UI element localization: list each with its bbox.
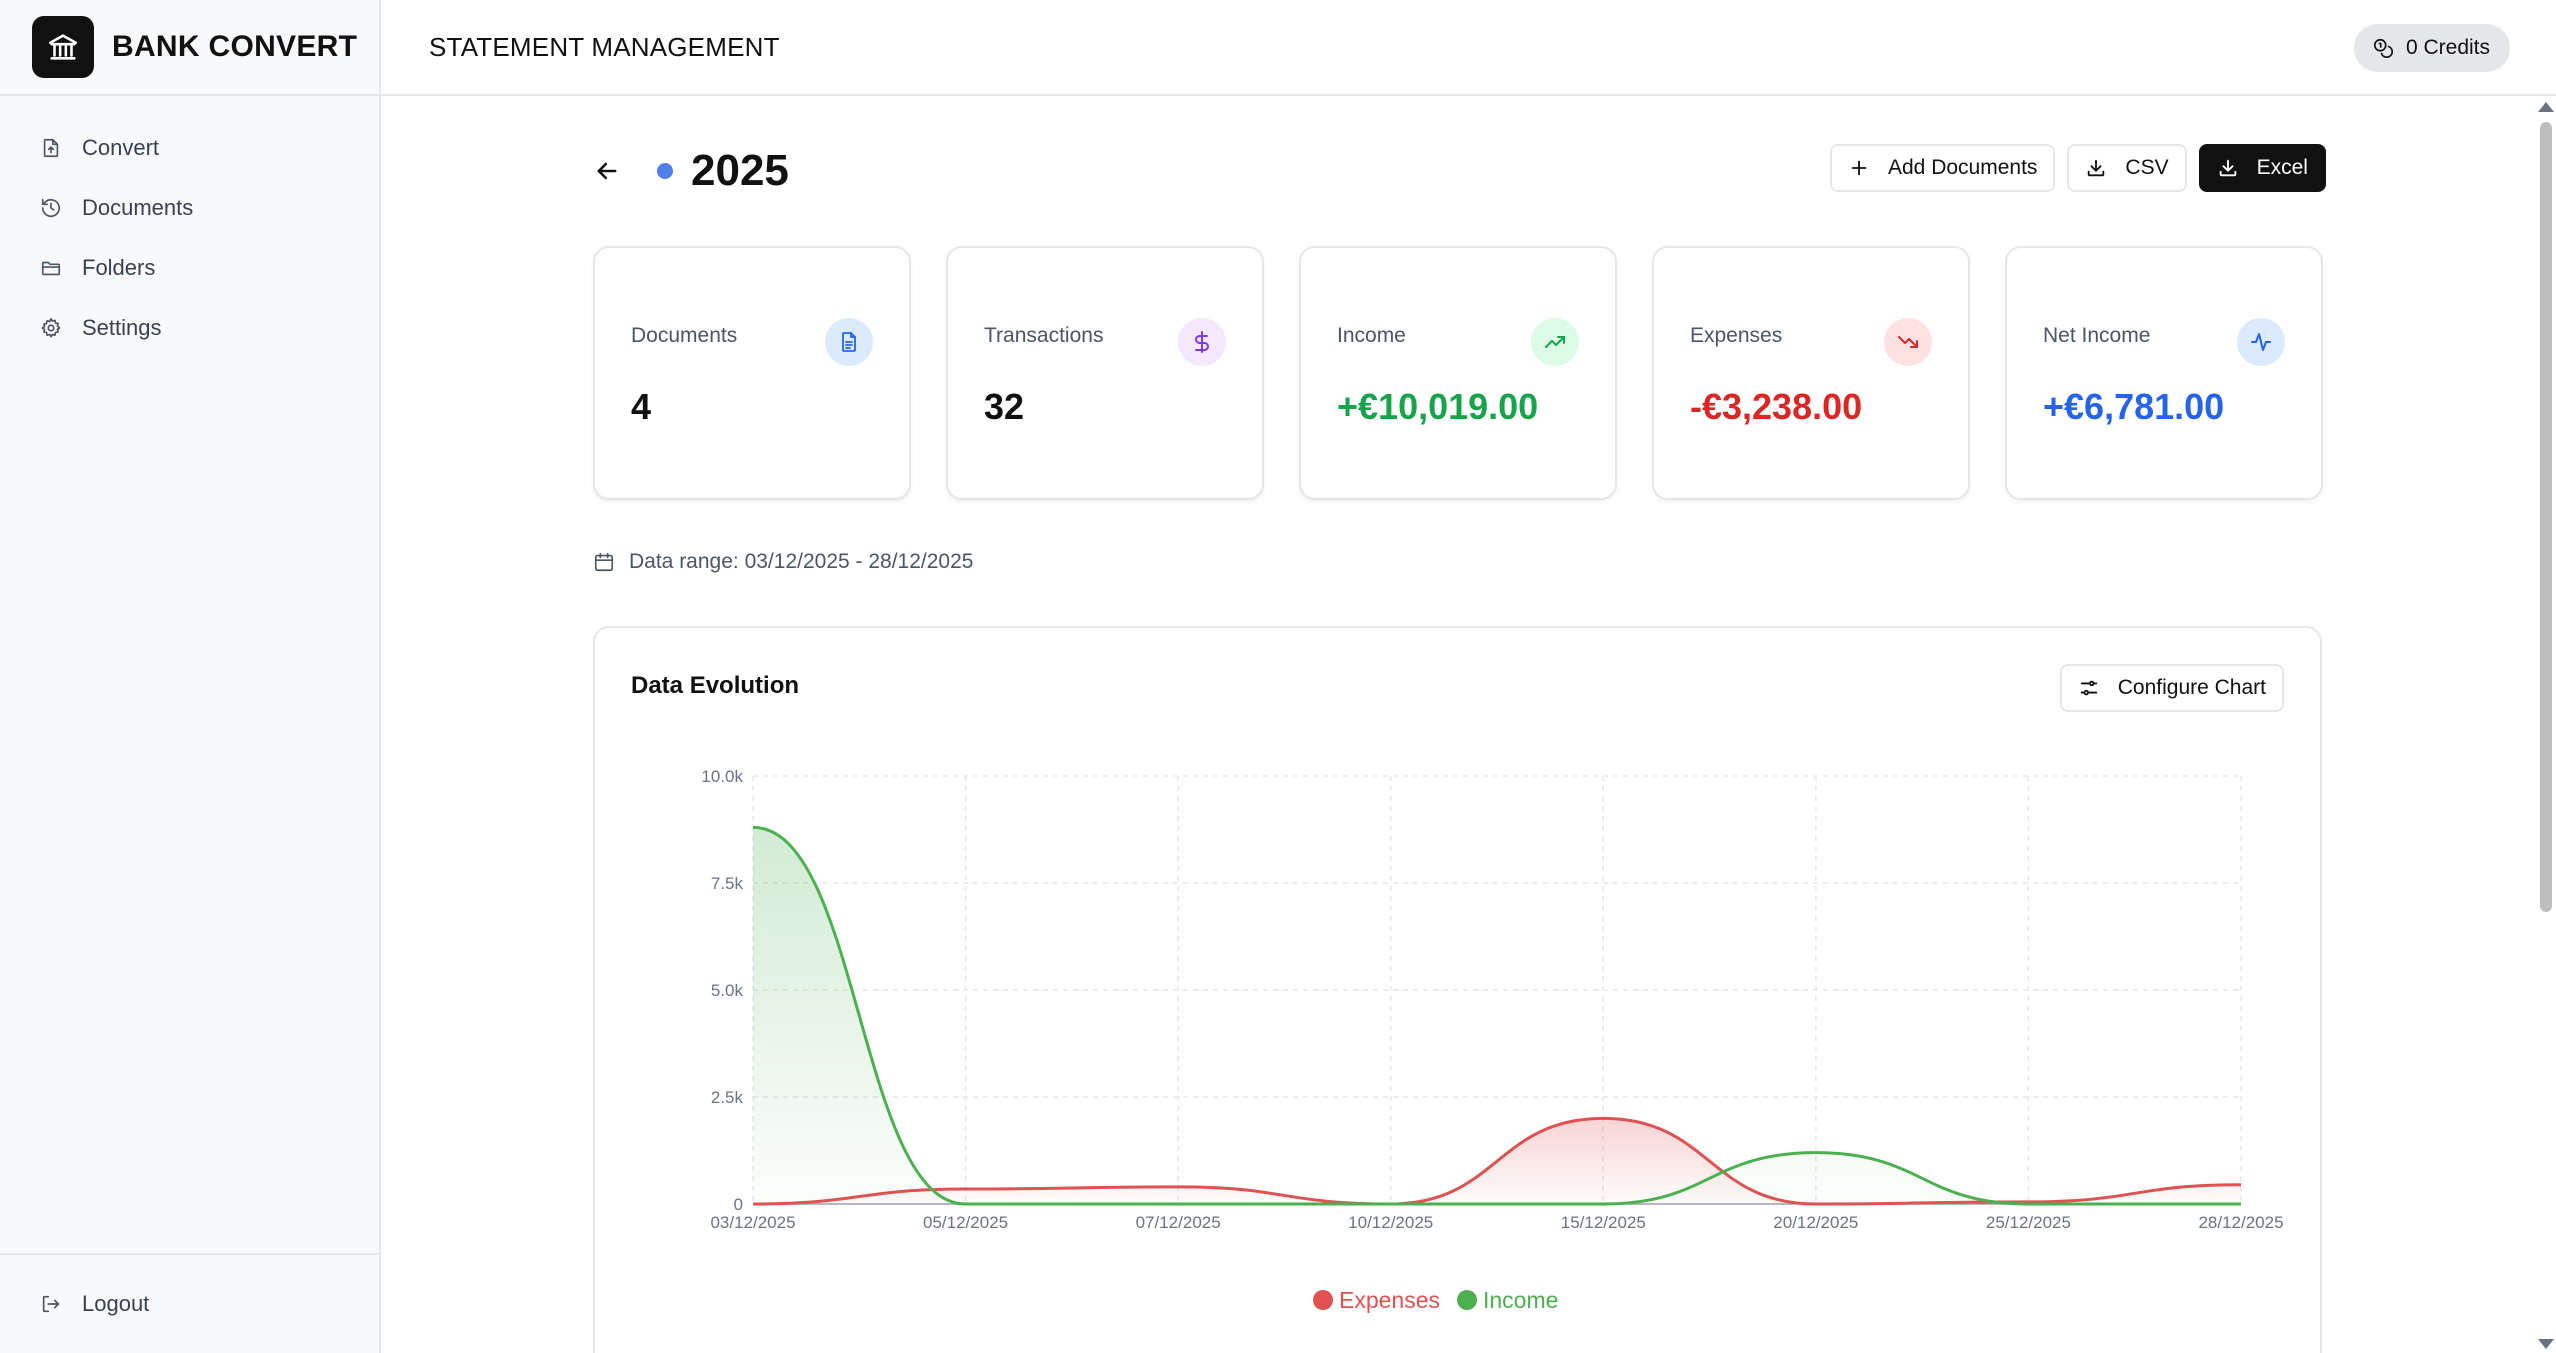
top-header: STATEMENT MANAGEMENT 0 Credits (381, 0, 2556, 96)
sidebar-nav: Convert Documents Folders Settings (0, 96, 379, 358)
document-icon (825, 318, 873, 366)
x-tick-label: 25/12/2025 (1986, 1213, 2071, 1232)
plus-icon (1851, 160, 1867, 176)
scroll-up-arrow-icon[interactable] (2538, 102, 2554, 112)
configure-chart-label: Configure Chart (2117, 676, 2266, 699)
x-tick-label: 28/12/2025 (2198, 1213, 2283, 1232)
legend-label-income: Income (1483, 1287, 1558, 1313)
stat-value: +€6,781.00 (2043, 386, 2225, 427)
legend-marker-expenses (1313, 1290, 1333, 1310)
csv-export-button[interactable]: CSV (2067, 144, 2187, 192)
sidebar-item-folders[interactable]: Folders (0, 238, 379, 298)
sliders-icon (2080, 680, 2097, 696)
add-documents-button[interactable]: Add Documents (1830, 144, 2056, 192)
sidebar-item-convert[interactable]: Convert (0, 118, 379, 178)
stat-label: Documents (631, 324, 738, 347)
series-area-income (753, 827, 2241, 1204)
stat-card-net-income: Net Income +€6,781.00 (2005, 246, 2323, 500)
stat-label: Transactions (984, 324, 1104, 347)
back-arrow-icon[interactable] (593, 157, 621, 185)
x-tick-label: 07/12/2025 (1136, 1213, 1221, 1232)
x-tick-label: 10/12/2025 (1348, 1213, 1433, 1232)
brand[interactable]: BANK CONVERT (0, 0, 379, 96)
stat-label: Net Income (2043, 324, 2151, 347)
stat-label: Expenses (1690, 324, 1783, 347)
scroll-down-arrow-icon[interactable] (2538, 1339, 2554, 1349)
sidebar-item-documents[interactable]: Documents (0, 178, 379, 238)
coins-icon (2373, 38, 2393, 58)
stat-value: +€10,019.00 (1337, 386, 1539, 427)
x-tick-label: 20/12/2025 (1773, 1213, 1858, 1232)
stat-value: 4 (631, 386, 652, 427)
data-range-text: Data range: 03/12/2025 - 28/12/2025 (629, 550, 974, 573)
excel-export-button[interactable]: Excel (2198, 144, 2326, 192)
data-range: Data range: 03/12/2025 - 28/12/2025 (593, 550, 973, 574)
y-tick-label: 7.5k (711, 874, 744, 893)
stat-card-expenses: Expenses -€3,238.00 (1652, 246, 1970, 500)
configure-chart-button[interactable]: Configure Chart (2059, 664, 2284, 712)
sidebar-item-label: Folders (82, 255, 156, 280)
logout-icon (42, 1295, 60, 1313)
trending-down-icon (1884, 318, 1932, 366)
dollar-icon (1178, 318, 1226, 366)
brand-name: BANK CONVERT (112, 30, 358, 63)
activity-icon (2237, 318, 2285, 366)
stat-value: 32 (984, 386, 1025, 427)
trending-up-icon (1531, 318, 1579, 366)
file-upload-icon (43, 138, 59, 158)
credits-badge[interactable]: 0 Credits (2353, 24, 2510, 72)
download-icon (2219, 159, 2236, 177)
stat-card-income: Income +€10,019.00 (1299, 246, 1617, 500)
sidebar-item-settings[interactable]: Settings (0, 298, 379, 358)
series-line-income (752, 825, 2241, 1206)
stat-cards: Documents 4 Transactions 32 Income +€10,… (593, 246, 2323, 500)
scroll-thumb[interactable] (2540, 122, 2552, 912)
x-tick-label: 05/12/2025 (923, 1213, 1008, 1232)
excel-label: Excel (2256, 156, 2308, 179)
folder-icon (41, 261, 61, 276)
calendar-icon (594, 552, 614, 572)
stat-card-documents: Documents 4 (593, 246, 911, 500)
main-content: 2025 Add Documents CSV Excel Documents 4… (381, 96, 2534, 1353)
download-icon (2088, 159, 2105, 177)
main-scrollbar[interactable] (2534, 96, 2556, 1353)
bank-icon (32, 16, 94, 78)
x-tick-label: 15/12/2025 (1561, 1213, 1646, 1232)
gear-icon (41, 318, 61, 338)
credits-label: 0 Credits (2405, 36, 2490, 59)
chart-card: Data Evolution Configure Chart 0 2.5k 5.0k… (593, 626, 2322, 1353)
add-documents-label: Add Documents (1888, 156, 2038, 179)
page-title: 2025 (691, 146, 789, 195)
header-title: STATEMENT MANAGEMENT (429, 31, 780, 62)
x-tick-label: 03/12/2025 (710, 1213, 795, 1232)
data-evolution-chart: 0 2.5k 5.0k 7.5k 10.0k 03/12/2025 05/12/2025 07… (701, 767, 2283, 1313)
logout-button[interactable]: Logout (0, 1253, 379, 1353)
sidebar: BANK CONVERT Convert Documents Folders S… (0, 0, 381, 1353)
sidebar-item-label: Convert (82, 135, 160, 160)
folder-color-dot (657, 163, 673, 179)
stat-value: -€3,238.00 (1690, 386, 1863, 427)
sidebar-item-label: Documents (82, 195, 194, 220)
page-title-row: 2025 (593, 144, 789, 198)
y-tick-label: 0 (734, 1195, 743, 1214)
stat-label: Income (1337, 324, 1406, 347)
chart-title: Data Evolution (631, 672, 800, 699)
y-tick-label: 10.0k (701, 767, 743, 786)
stat-card-transactions: Transactions 32 (946, 246, 1264, 500)
y-tick-label: 5.0k (711, 981, 744, 1000)
csv-label: CSV (2125, 156, 2169, 179)
page-actions: Add Documents CSV Excel (1830, 144, 2326, 192)
y-tick-label: 2.5k (711, 1088, 744, 1107)
legend-label-expenses: Expenses (1339, 1287, 1440, 1313)
legend-marker-income (1457, 1290, 1477, 1310)
history-icon (41, 198, 61, 218)
sidebar-item-label: Settings (82, 315, 162, 340)
logout-label: Logout (82, 1291, 150, 1316)
